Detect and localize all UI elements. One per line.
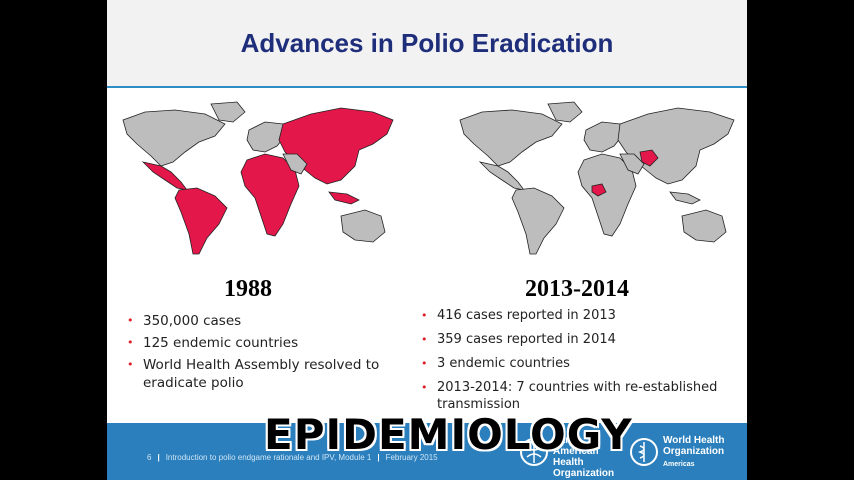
map-north-america [459,109,563,167]
title-bar: Advances in Polio Eradication [107,0,747,86]
map-indonesia [328,191,360,205]
world-map-2013-2014 [459,101,735,255]
map-europe [246,121,286,153]
bullet-icon: • [421,381,428,394]
list-item: • 2013-2014: 7 countries with re-establis… [421,380,718,412]
bullet-icon: • [421,357,428,370]
footer-bar: 6 | Introduction to polio endgame rational… [107,423,747,480]
map-nigeria [591,183,607,197]
map-africa [240,153,300,237]
list-item: • 359 cases reported in 2014 [421,332,616,347]
bullet-icon: • [127,314,134,327]
map-afghanistan-pakistan [639,149,659,167]
bullet-list-2013-2014: • 416 cases reported in 2013 • 359 cases r… [411,307,731,420]
page-number: 6 [147,453,152,462]
paho-emblem-icon [520,438,548,466]
map-greenland [547,101,583,123]
who-emblem-icon [630,438,658,466]
bullet-icon: • [421,309,428,322]
map-middle-east [282,153,308,175]
list-item: • 3 endemic countries [421,356,570,371]
bullet-list-1988: • 350,000 cases • 125 endemic countries • W… [117,312,382,396]
bullet-icon: • [127,358,134,371]
map-middle-east [619,153,645,175]
list-item: • 416 cases reported in 2013 [421,308,616,323]
list-item: • World Health Assembly resolved to eradi… [127,357,380,391]
map-europe [583,121,623,153]
course-title: Introduction to polio endgame rationale … [165,453,372,462]
map-indonesia [669,191,701,205]
map-south-america [511,187,565,255]
paho-logo: Pan American Health Organization [519,433,619,479]
title-divider [107,86,747,88]
map-australia [340,209,386,243]
overlay-caption: EPIDEMIOLOGY [264,410,633,459]
map-australia [681,209,727,243]
list-item: • 350,000 cases [127,313,242,329]
bullet-icon: • [127,336,134,349]
map-south-america [174,187,228,255]
map-mexico [141,161,188,191]
slide: Advances in Polio Eradication [107,0,747,480]
world-map-1988 [122,101,394,255]
map-africa [577,153,637,237]
list-item: • 125 endemic countries [127,335,299,351]
slide-title: Advances in Polio Eradication [240,28,614,58]
footer-caption: 6 | Introduction to polio endgame rational… [147,453,438,462]
year-label-2013-2014: 2013-2014 [525,276,629,302]
footer-date: February 2015 [385,453,438,462]
map-greenland [210,101,246,123]
map-north-america [122,109,226,167]
year-label-1988: 1988 [224,276,272,302]
map-asia [278,107,394,185]
who-logo: World Health Organization Americas [629,433,747,473]
bullet-icon: • [421,333,428,346]
map-mexico [478,161,525,191]
